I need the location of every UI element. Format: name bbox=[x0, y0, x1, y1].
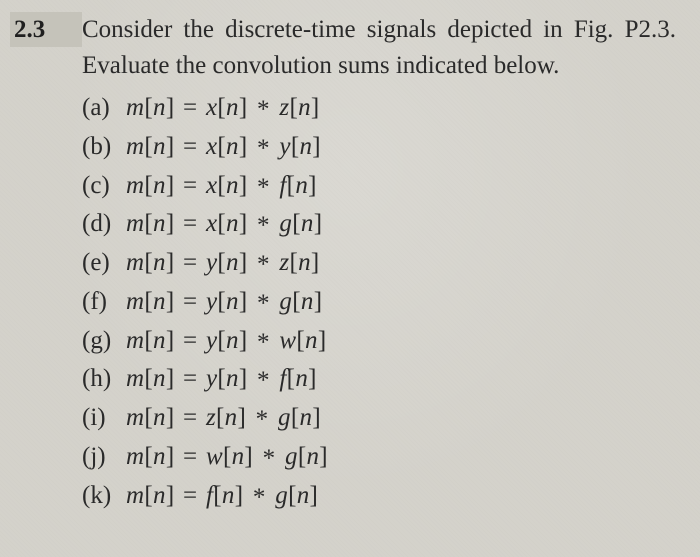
item-label: (c) bbox=[82, 167, 126, 206]
item-row: (k)m[n] = f[n] * g[n] bbox=[82, 477, 676, 516]
item-equation: m[n] = y[n] * f[n] bbox=[126, 360, 317, 399]
item-row: (d)m[n] = x[n] * g[n] bbox=[82, 205, 676, 244]
item-label: (g) bbox=[82, 322, 126, 361]
problem-header: 2.3 Consider the discrete-time signals d… bbox=[10, 12, 676, 83]
problem-container: 2.3 Consider the discrete-time signals d… bbox=[10, 12, 676, 515]
item-row: (f)m[n] = y[n] * g[n] bbox=[82, 283, 676, 322]
item-row: (h)m[n] = y[n] * f[n] bbox=[82, 360, 676, 399]
item-equation: m[n] = x[n] * y[n] bbox=[126, 128, 321, 167]
item-equation: m[n] = y[n] * z[n] bbox=[126, 244, 320, 283]
item-equation: m[n] = f[n] * g[n] bbox=[126, 477, 318, 516]
items-list: (a)m[n] = x[n] * z[n](b)m[n] = x[n] * y[… bbox=[82, 89, 676, 515]
item-label: (f) bbox=[82, 283, 126, 322]
item-row: (c)m[n] = x[n] * f[n] bbox=[82, 167, 676, 206]
item-row: (a)m[n] = x[n] * z[n] bbox=[82, 89, 676, 128]
item-label: (a) bbox=[82, 89, 126, 128]
item-equation: m[n] = y[n] * w[n] bbox=[126, 322, 327, 361]
item-equation: m[n] = y[n] * g[n] bbox=[126, 283, 322, 322]
item-equation: m[n] = x[n] * f[n] bbox=[126, 167, 317, 206]
problem-statement: Consider the discrete-time signals depic… bbox=[82, 12, 676, 83]
item-label: (j) bbox=[82, 438, 126, 477]
item-label: (e) bbox=[82, 244, 126, 283]
item-label: (h) bbox=[82, 360, 126, 399]
problem-number: 2.3 bbox=[10, 12, 82, 47]
item-equation: m[n] = x[n] * z[n] bbox=[126, 89, 320, 128]
item-row: (e)m[n] = y[n] * z[n] bbox=[82, 244, 676, 283]
item-label: (k) bbox=[82, 477, 126, 516]
item-equation: m[n] = x[n] * g[n] bbox=[126, 205, 322, 244]
item-label: (i) bbox=[82, 399, 126, 438]
item-row: (j)m[n] = w[n] * g[n] bbox=[82, 438, 676, 477]
item-row: (i)m[n] = z[n] * g[n] bbox=[82, 399, 676, 438]
item-equation: m[n] = z[n] * g[n] bbox=[126, 399, 321, 438]
item-label: (d) bbox=[82, 205, 126, 244]
item-equation: m[n] = w[n] * g[n] bbox=[126, 438, 328, 477]
item-row: (g)m[n] = y[n] * w[n] bbox=[82, 322, 676, 361]
item-row: (b)m[n] = x[n] * y[n] bbox=[82, 128, 676, 167]
item-label: (b) bbox=[82, 128, 126, 167]
